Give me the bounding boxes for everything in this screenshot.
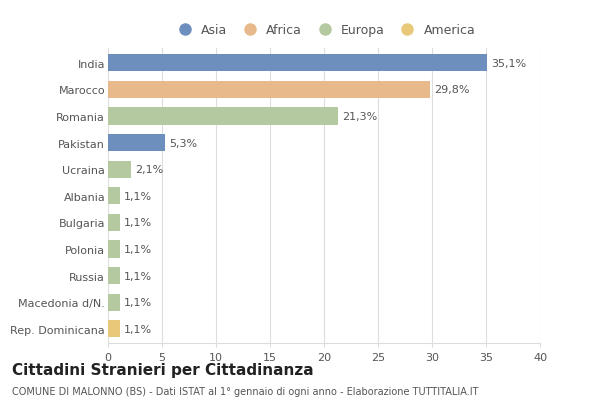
Bar [108, 214, 120, 231]
Text: 1,1%: 1,1% [124, 271, 152, 281]
Bar [108, 55, 487, 72]
Bar [108, 135, 165, 152]
Text: 1,1%: 1,1% [124, 245, 152, 254]
Text: 1,1%: 1,1% [124, 218, 152, 228]
Text: 1,1%: 1,1% [124, 297, 152, 308]
Text: 1,1%: 1,1% [124, 324, 152, 334]
Text: Cittadini Stranieri per Cittadinanza: Cittadini Stranieri per Cittadinanza [12, 362, 314, 377]
Bar [108, 241, 120, 258]
Bar [108, 108, 338, 125]
Text: COMUNE DI MALONNO (BS) - Dati ISTAT al 1° gennaio di ogni anno - Elaborazione TU: COMUNE DI MALONNO (BS) - Dati ISTAT al 1… [12, 387, 479, 396]
Bar [108, 267, 120, 285]
Text: 1,1%: 1,1% [124, 191, 152, 201]
Bar [108, 294, 120, 311]
Text: 21,3%: 21,3% [343, 112, 377, 122]
Legend: Asia, Africa, Europa, America: Asia, Africa, Europa, America [173, 24, 475, 37]
Bar [108, 188, 120, 205]
Bar [108, 81, 430, 99]
Text: 2,1%: 2,1% [135, 165, 163, 175]
Bar [108, 161, 131, 178]
Bar [108, 320, 120, 337]
Text: 29,8%: 29,8% [434, 85, 470, 95]
Text: 5,3%: 5,3% [170, 138, 197, 148]
Text: 35,1%: 35,1% [491, 58, 527, 69]
